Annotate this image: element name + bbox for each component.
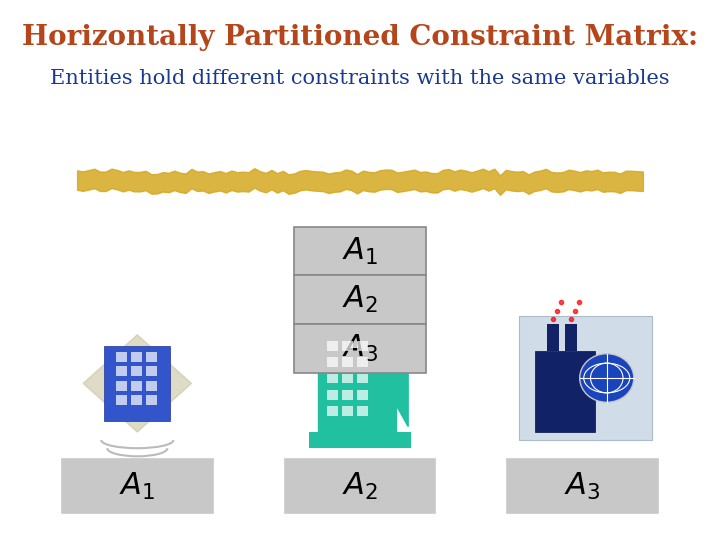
FancyBboxPatch shape <box>146 395 157 405</box>
FancyBboxPatch shape <box>116 367 127 376</box>
FancyBboxPatch shape <box>357 357 368 367</box>
Text: Entities hold different constraints with the same variables: Entities hold different constraints with… <box>50 69 670 88</box>
FancyBboxPatch shape <box>327 357 338 367</box>
FancyBboxPatch shape <box>357 374 368 383</box>
FancyBboxPatch shape <box>131 367 142 376</box>
FancyBboxPatch shape <box>131 381 142 390</box>
FancyBboxPatch shape <box>546 324 559 351</box>
Text: $A_2$: $A_2$ <box>342 284 378 315</box>
FancyBboxPatch shape <box>342 390 353 400</box>
FancyBboxPatch shape <box>342 406 353 416</box>
FancyBboxPatch shape <box>146 352 157 362</box>
Polygon shape <box>318 329 396 432</box>
Text: Horizontally Partitioned Constraint Matrix:: Horizontally Partitioned Constraint Matr… <box>22 24 698 51</box>
FancyBboxPatch shape <box>294 324 426 373</box>
FancyBboxPatch shape <box>116 352 127 362</box>
FancyBboxPatch shape <box>357 406 368 416</box>
FancyBboxPatch shape <box>520 316 652 440</box>
FancyBboxPatch shape <box>131 352 142 362</box>
FancyBboxPatch shape <box>327 390 338 400</box>
FancyBboxPatch shape <box>116 395 127 405</box>
FancyBboxPatch shape <box>327 374 338 383</box>
FancyBboxPatch shape <box>62 459 212 513</box>
FancyBboxPatch shape <box>564 324 577 351</box>
Text: $A_2$: $A_2$ <box>342 470 378 502</box>
FancyBboxPatch shape <box>534 351 595 432</box>
FancyBboxPatch shape <box>294 275 426 324</box>
FancyBboxPatch shape <box>146 381 157 390</box>
FancyBboxPatch shape <box>357 341 368 351</box>
FancyBboxPatch shape <box>342 374 353 383</box>
Text: $A_1$: $A_1$ <box>342 235 378 267</box>
FancyBboxPatch shape <box>104 346 171 421</box>
Circle shape <box>580 354 634 402</box>
Text: $A_3$: $A_3$ <box>564 470 601 502</box>
FancyBboxPatch shape <box>116 381 127 390</box>
Text: $A_1$: $A_1$ <box>120 470 156 502</box>
Polygon shape <box>83 335 192 432</box>
Text: $A_3$: $A_3$ <box>342 333 378 364</box>
FancyBboxPatch shape <box>146 367 157 376</box>
FancyBboxPatch shape <box>327 406 338 416</box>
FancyBboxPatch shape <box>309 432 411 448</box>
FancyBboxPatch shape <box>131 395 142 405</box>
FancyBboxPatch shape <box>508 459 658 513</box>
FancyBboxPatch shape <box>285 459 435 513</box>
FancyBboxPatch shape <box>327 341 338 351</box>
Polygon shape <box>354 329 408 427</box>
FancyBboxPatch shape <box>342 357 353 367</box>
FancyBboxPatch shape <box>342 341 353 351</box>
FancyBboxPatch shape <box>294 227 426 275</box>
FancyBboxPatch shape <box>357 390 368 400</box>
